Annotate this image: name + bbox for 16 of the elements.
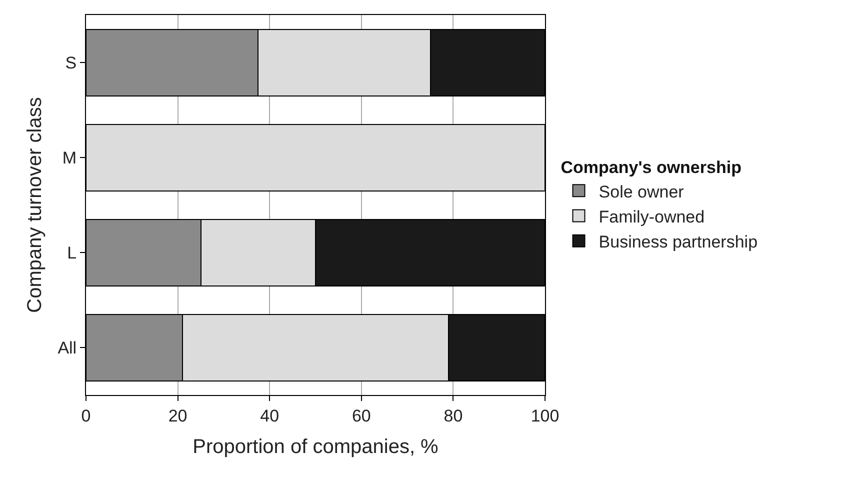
x-tick-label: 0 — [81, 406, 91, 426]
legend-label: Sole owner — [598, 182, 684, 202]
x-tick-label: 80 — [444, 406, 463, 426]
legend-title: Company's ownership — [560, 158, 742, 178]
x-tick-label: 40 — [260, 406, 280, 426]
x-tick-label: 20 — [168, 406, 188, 426]
x-tick-label: 60 — [352, 406, 371, 426]
y-tick-label: S — [65, 53, 77, 72]
y-tick-label: L — [67, 243, 77, 262]
y-tick-label: All — [58, 338, 77, 358]
legend-label: Family-owned — [598, 207, 705, 226]
x-tick-label: 100 — [530, 406, 560, 426]
legend-label: Business partnership — [598, 232, 758, 252]
y-axis-title: Company turnover class — [24, 97, 46, 313]
y-tick-label: M — [62, 148, 77, 168]
x-axis-title: Proportion of companies, % — [192, 436, 439, 458]
